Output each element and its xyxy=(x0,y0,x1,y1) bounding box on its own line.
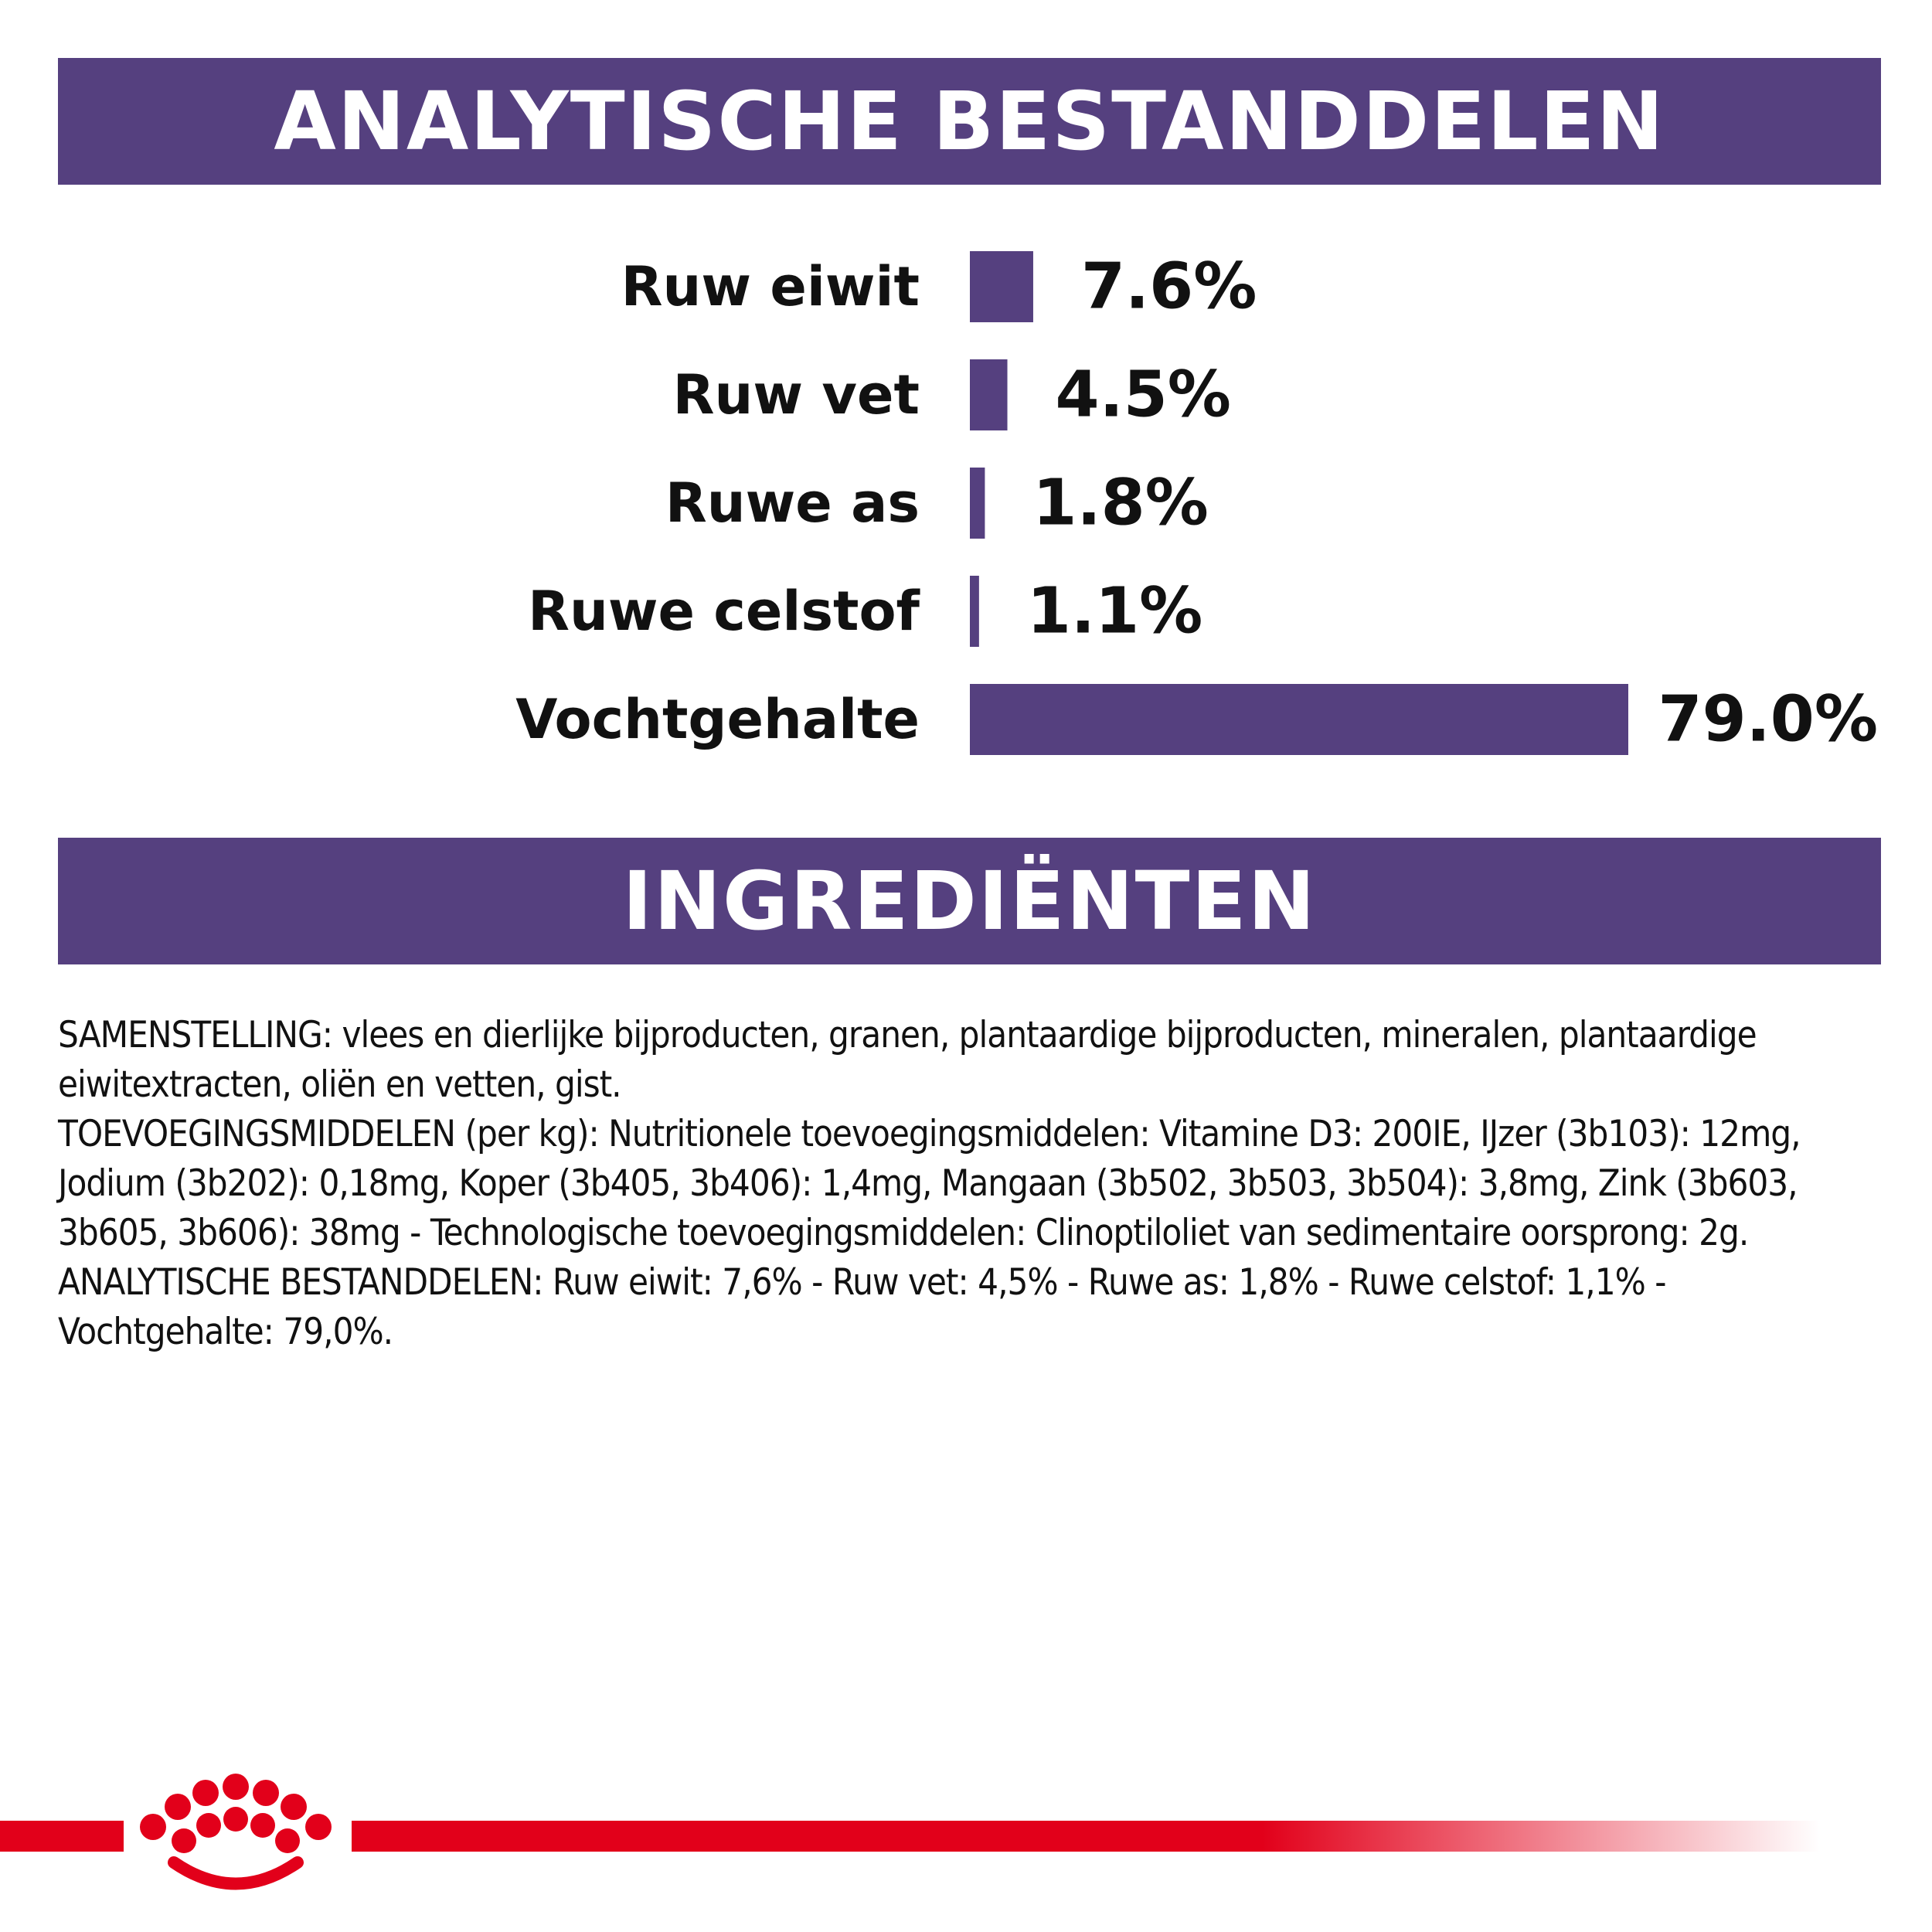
category-label: Ruw eiwit xyxy=(621,255,920,318)
value-label: 79.0% xyxy=(1658,683,1878,757)
ingredients-text: SAMENSTELLING: vlees en dierlijke bijpro… xyxy=(58,1011,1881,1357)
ingredients-title: INGREDIËNTEN xyxy=(622,854,1317,948)
ingredients-header: INGREDIËNTEN xyxy=(58,838,1881,964)
category-label: Ruw vet xyxy=(673,363,920,427)
crown-icon xyxy=(140,1774,332,1890)
category-label: Ruwe as xyxy=(665,471,920,535)
value-label: 4.5% xyxy=(1056,359,1231,432)
analytical-paragraph: ANALYTISCHE BESTANDDELEN: Ruw eiwit: 7,6… xyxy=(58,1261,1666,1353)
bar xyxy=(970,684,1628,755)
bar xyxy=(970,251,1033,322)
bar xyxy=(970,576,979,647)
footer-line-left xyxy=(0,1821,124,1852)
value-label: 1.1% xyxy=(1027,575,1202,648)
category-label: Ruwe celstof xyxy=(528,580,920,643)
bar xyxy=(970,359,1008,430)
analytical-constituents-title: ANALYTISCHE BESTANDDELEN xyxy=(274,74,1665,168)
footer-line-right xyxy=(352,1821,1820,1852)
analytical-constituents-header: ANALYTISCHE BESTANDDELEN xyxy=(58,58,1881,185)
bar xyxy=(970,468,985,539)
brand-footer xyxy=(0,1770,1932,1901)
composition-paragraph: SAMENSTELLING: vlees en dierlijke bijpro… xyxy=(58,1014,1757,1106)
value-label: 7.6% xyxy=(1081,250,1257,324)
analytical-constituents-chart: Ruw eiwit 7.6% Ruw vet 4.5% Ruwe as 1.8% Ruwe … xyxy=(515,250,1878,757)
additives-paragraph: TOEVOEGINGSMIDDELEN (per kg): Nutritione… xyxy=(58,1113,1801,1254)
category-label: Vochtgehalte xyxy=(515,688,920,751)
value-label: 1.8% xyxy=(1032,467,1208,540)
